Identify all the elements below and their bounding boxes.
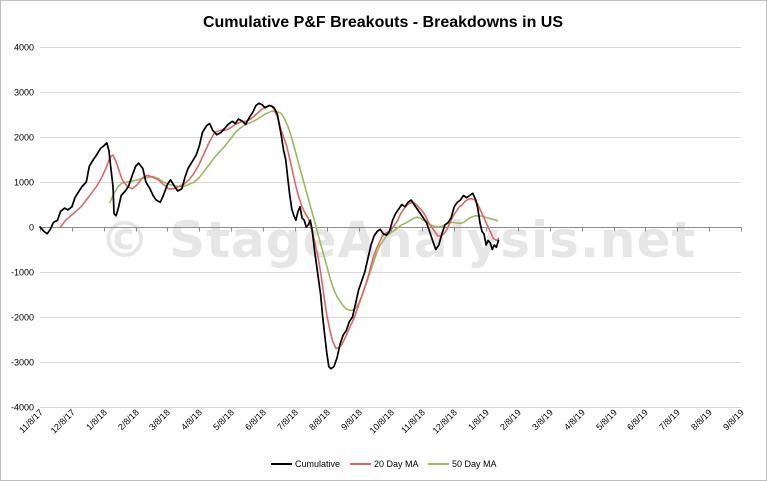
x-tick-label: 1/8/18 <box>84 407 109 432</box>
x-tick-label: 3/8/18 <box>147 407 172 432</box>
y-tick-label: 1000 <box>14 178 34 188</box>
legend-label: 20 Day MA <box>374 459 419 469</box>
y-tick-label: -2000 <box>11 313 34 323</box>
x-tick-label: 5/8/19 <box>594 407 619 432</box>
legend: Cumulative 20 Day MA 50 Day MA <box>271 459 497 469</box>
x-tick-label: 12/8/17 <box>49 407 77 435</box>
x-tick-label: 6/8/18 <box>243 407 268 432</box>
x-tick-label: 4/8/19 <box>562 407 587 432</box>
chart-title: Cumulative P&F Breakouts - Breakdowns in… <box>203 14 563 31</box>
x-tick-label: 8/8/19 <box>689 407 714 432</box>
x-tick-label: 6/8/19 <box>625 407 650 432</box>
x-tick-label: 4/8/18 <box>179 407 204 432</box>
x-tick-label: 1/8/19 <box>466 407 491 432</box>
x-tick-label: 9/8/18 <box>339 407 364 432</box>
y-tick-label: 2000 <box>14 133 34 143</box>
y-tick-label: 0 <box>29 223 34 233</box>
x-tick-label: 11/8/18 <box>399 407 427 435</box>
x-tick-label: 3/8/19 <box>530 407 555 432</box>
legend-label: 50 Day MA <box>452 459 497 469</box>
x-tick-label: 7/8/19 <box>657 407 682 432</box>
x-tick-label: 7/8/18 <box>275 407 300 432</box>
series-cumulative-line <box>39 102 500 370</box>
series-20-day-ma-line <box>59 104 500 350</box>
x-tick-label: 12/8/18 <box>431 407 459 435</box>
legend-label: Cumulative <box>295 459 340 469</box>
x-tick-label: 9/8/19 <box>721 407 746 432</box>
x-tick-label: 8/8/18 <box>307 407 332 432</box>
series-lines <box>39 102 500 370</box>
x-tick-label: 2/8/19 <box>498 407 523 432</box>
x-tick-label: 10/8/18 <box>368 407 396 435</box>
x-tick-label: 2/8/18 <box>116 407 141 432</box>
y-tick-label: -4000 <box>11 403 34 413</box>
x-tick-label: 5/8/18 <box>211 407 236 432</box>
y-tick-label: 4000 <box>14 43 34 53</box>
y-tick-label: -1000 <box>11 268 34 278</box>
gridlines <box>40 47 741 408</box>
y-tick-label: 3000 <box>14 88 34 98</box>
y-tick-label: -3000 <box>11 358 34 368</box>
